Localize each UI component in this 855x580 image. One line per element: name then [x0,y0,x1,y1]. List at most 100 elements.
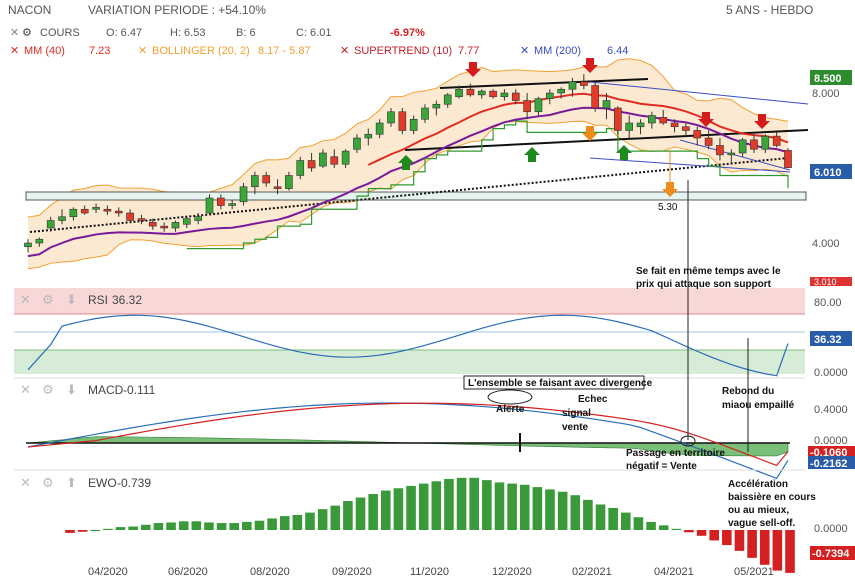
ewo-bar [709,530,720,541]
candle [716,145,724,156]
macd-close-icon[interactable]: ✕ [20,382,31,397]
close-icon[interactable]: ✕ [10,27,19,39]
ewo-bar [620,512,631,530]
ewo-bar [279,516,290,530]
ewo-bar [570,495,581,530]
candle [455,88,463,98]
ewo-bar [305,512,315,530]
rsi-close-icon[interactable]: ✕ [20,292,31,307]
low-value: B: 6 [236,27,256,39]
ewo-bar [355,497,366,530]
candle [636,122,645,128]
macd-value: -0.111 [123,383,156,397]
ewo-bar [90,530,101,531]
symbol-title: NACON [8,3,52,17]
mm200-label: MM (200) [534,45,581,57]
rsi-gear-icon[interactable]: ⚙ [42,292,54,307]
boll-icon[interactable]: ✕ [138,45,147,57]
ewo-bar [65,530,75,533]
candle [194,216,202,221]
ewo-gear-icon[interactable]: ⚙ [42,475,54,490]
ewo-close-icon[interactable]: ✕ [20,475,31,490]
sell-arrow [754,114,770,129]
buy-arrow [398,155,414,170]
ewo-bar [545,489,555,530]
candle [614,107,622,131]
price-low-badge [810,277,852,286]
boll-label: BOLLINGER (20, 2) [152,45,250,57]
signal-note-line1: signal [562,408,591,419]
support-zone [25,191,807,201]
target-arrow [662,182,678,197]
ewo-bar [317,509,328,530]
candle [239,186,248,203]
candle [353,137,361,150]
support-note-line2: prix qui attaque son support [636,279,772,290]
ewo-bar [216,523,227,530]
candle [205,197,214,214]
candle [228,203,236,206]
candle [92,207,100,210]
price-last-badge-text: 6.010 [814,167,842,179]
ewo-bar [204,522,214,530]
ewo-bar [242,521,252,530]
ewo-bar [153,523,164,530]
rsi-down-icon[interactable]: ⬇ [66,292,77,307]
candle [364,133,373,139]
ewo-bar [759,530,770,565]
candle [545,92,554,99]
price-high-badge-text: 8.500 [814,73,842,85]
ewo-bar [583,499,593,530]
macd-tick: 0.4000 [814,404,848,416]
candle [625,122,634,131]
x-tick: 06/2020 [168,566,208,578]
x-tick: 04/2021 [654,566,694,578]
ewo-bar [267,518,277,530]
sell-arrow [698,112,714,127]
st-icon[interactable]: ✕ [340,45,349,57]
ewo-bar [343,501,353,530]
ewo-bar [178,521,189,530]
ewo-bar [431,481,442,530]
mm40-icon[interactable]: ✕ [10,45,19,57]
ewo-bar [380,490,391,530]
bollinger-upper [27,58,789,218]
price-plot [24,58,809,270]
ewo-bar [77,530,88,532]
ewo-bar [519,484,530,530]
buy-arrow [616,145,632,160]
rsi-badge [810,331,852,346]
period-range[interactable]: 5 ANS - HEBDO [726,3,814,17]
signal-note-line2: vente [562,422,589,433]
gear-icon[interactable]: ⚙ [22,27,32,39]
candle [217,197,225,206]
boll-value: 8.17 - 5.87 [258,45,311,57]
x-tick: 02/2021 [572,566,612,578]
macd-gear-icon[interactable]: ⚙ [42,382,54,397]
candle [784,150,792,168]
candle [285,175,293,189]
x-tick: 09/2020 [332,566,372,578]
ewo-bar [368,494,378,530]
candle [182,218,191,225]
candle [160,225,168,229]
candle [670,122,679,128]
macd-down-icon[interactable]: ⬇ [66,382,77,397]
candle [148,222,157,227]
mm200-icon[interactable]: ✕ [520,45,529,57]
ewo-bar [507,483,517,530]
candle [341,150,350,165]
ewo-bar [532,487,543,530]
candle [750,139,758,150]
candle [602,100,611,109]
passage-note-line1: Passage en territoire [626,448,725,459]
ewo-up-icon[interactable]: ⬆ [66,475,77,490]
price-last-badge [810,164,852,179]
candle [693,130,702,139]
price-axis: 8.000 4.000 [812,88,840,250]
candle [534,98,543,113]
mm40-label: MM (40) [24,45,65,57]
candle [330,156,339,165]
ewo-bar [747,530,757,558]
